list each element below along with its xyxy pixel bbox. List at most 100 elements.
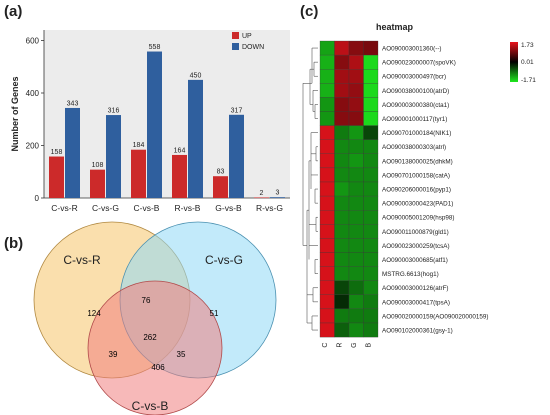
heatmap-cell <box>334 181 350 197</box>
heatmap-title: heatmap <box>376 22 414 32</box>
heatmap-cell <box>334 111 350 126</box>
bar-chart-marks: 158 343 108 316 184 558 164 450 83 317 2 3 <box>49 44 285 199</box>
heatmap-cell <box>319 54 335 70</box>
bar-up-g-vs-b <box>213 176 228 198</box>
venn-circle-c-vs-b <box>87 280 223 415</box>
heatmap-row-label: AO090011000879(gld1) <box>382 229 449 236</box>
heatmap-cell <box>334 195 350 211</box>
bar-down-r-vs-b <box>188 79 203 198</box>
bar-value-label: 317 <box>231 107 243 114</box>
y-tick-label: 200 <box>26 142 40 151</box>
bar-value-label: 3 <box>276 190 280 197</box>
bar-value-label: 184 <box>133 142 145 149</box>
bar-value-label: 164 <box>174 147 186 154</box>
bar-plot-background <box>44 30 290 198</box>
panel-label-b: (b) <box>4 235 24 252</box>
heatmap-cell <box>348 224 364 239</box>
heatmap-cell <box>334 54 350 70</box>
legend-label-up: UP <box>242 33 252 40</box>
heatmap-cell <box>348 308 364 324</box>
legend-label-down: DOWN <box>242 44 264 51</box>
heatmap-cell <box>319 280 335 295</box>
y-tick-label: 400 <box>26 89 40 98</box>
heatmap-cell <box>363 322 379 338</box>
y-axis-label: Number of Genes <box>10 76 20 151</box>
bar-up-r-vs-g <box>254 197 269 199</box>
heatmap-row-label: AO090038000303(atrl) <box>382 144 446 151</box>
heatmap-cell <box>363 40 379 56</box>
heatmap-cell <box>348 83 364 98</box>
heatmap-cell <box>334 308 350 324</box>
heatmap-cell <box>363 97 379 112</box>
heatmap-cell <box>363 153 379 169</box>
heatmap-cell <box>334 153 350 169</box>
heatmap-cell <box>319 238 335 253</box>
venn-count-only-r: 124 <box>87 309 101 318</box>
heatmap-row-label: AO090102000361(gsy-1) <box>382 327 453 334</box>
venn-set-label-c-vs-r: C-vs-R <box>63 253 101 267</box>
heatmap-cell <box>319 125 335 140</box>
heatmap-cell <box>319 111 335 126</box>
heatmap-cell <box>363 83 379 98</box>
heatmap-cell <box>334 210 350 225</box>
heatmap-cell <box>348 181 364 197</box>
heatmap-row-label: AO090003000417(tpsA) <box>382 299 450 306</box>
heatmap-row-label: AO090003000380(cta1) <box>382 102 449 109</box>
heatmap-column-label: G <box>351 342 358 347</box>
heatmap-cell <box>348 97 364 112</box>
heatmap-cell <box>348 322 364 338</box>
heatmap-cell <box>363 280 379 295</box>
heatmap-cell <box>319 40 335 56</box>
heatmap-color-scale-bar <box>510 42 518 82</box>
heatmap-cell <box>348 238 364 253</box>
heatmap-row-label: AO090038000100(atrD) <box>382 88 449 95</box>
bar-value-label: 108 <box>92 162 104 169</box>
heatmap-cell <box>319 308 335 324</box>
heatmap-cell <box>363 125 379 140</box>
heatmap-row-label: AO090701000184(NIK1) <box>382 130 451 137</box>
panel-label-a: (a) <box>4 3 23 20</box>
bar-chart: 0 200 400 600 Number of Genes C-vs-R C-vs-G C-v… <box>10 30 290 213</box>
heatmap-cell <box>363 252 379 267</box>
bar-down-c-vs-r <box>65 107 80 198</box>
heatmap-cell <box>334 224 350 239</box>
heatmap-cell <box>334 125 350 140</box>
heatmap-cell <box>319 181 335 197</box>
heatmap-cell <box>363 54 379 70</box>
heatmap-cell <box>334 252 350 267</box>
bar-value-label: 343 <box>67 100 79 107</box>
heatmap-cell <box>334 167 350 183</box>
bar-value-label: 316 <box>108 108 120 115</box>
venn-diagram: C-vs-R C-vs-G C-vs-B 124 51 406 76 39 35… <box>33 221 277 415</box>
heatmap-cell <box>334 266 350 281</box>
venn-count-g-b: 35 <box>177 350 186 359</box>
heatmap-cell <box>334 280 350 295</box>
heatmap-cell <box>319 69 335 84</box>
heatmap-cell <box>348 125 364 140</box>
bar-up-r-vs-b <box>172 154 187 198</box>
heatmap-cell <box>334 97 350 112</box>
legend-swatch-down <box>232 43 239 50</box>
heatmap-cell <box>363 167 379 183</box>
heatmap-scale-max-label: 1.73 <box>521 42 534 49</box>
heatmap-cell <box>319 153 335 169</box>
bar-down-c-vs-b <box>147 51 162 199</box>
x-tick-label: G-vs-B <box>215 203 242 213</box>
heatmap-cell <box>319 83 335 98</box>
venn-count-r-b: 39 <box>109 350 118 359</box>
heatmap-cell <box>363 195 379 211</box>
heatmap-cell <box>348 280 364 295</box>
heatmap-row-label: AO090206000016(pyp1) <box>382 186 451 193</box>
heatmap-cell <box>319 97 335 112</box>
venn-count-only-b: 406 <box>151 363 165 372</box>
heatmap-scale-mid-label: 0.01 <box>521 59 534 66</box>
heatmap-cell <box>319 294 335 310</box>
heatmap-column-label: R <box>337 343 344 348</box>
heatmap-cell <box>348 294 364 310</box>
heatmap-row-label: AO090003001360(--) <box>382 45 442 52</box>
heatmap-row-label: AO090003000423(PAD1) <box>382 201 453 208</box>
heatmap-row-label: AO090005001209(hsp98) <box>382 215 454 222</box>
heatmap-column-label: B <box>366 342 373 347</box>
panel-label-c: (c) <box>300 3 319 20</box>
